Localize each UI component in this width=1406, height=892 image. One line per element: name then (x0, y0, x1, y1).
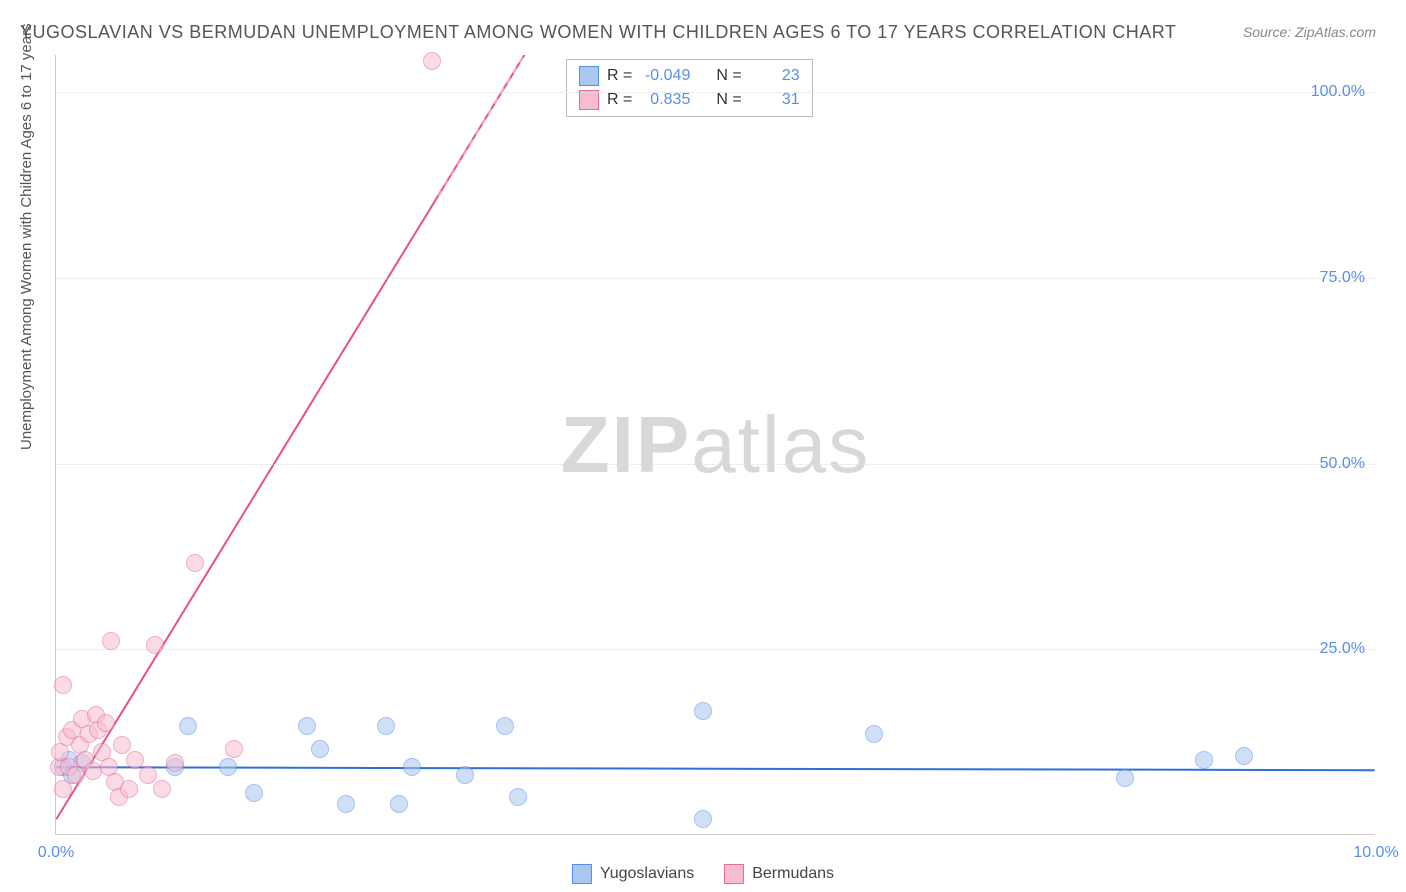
data-point (423, 52, 441, 70)
data-point (509, 788, 527, 806)
data-point (113, 736, 131, 754)
legend-swatch (724, 864, 744, 884)
data-point (54, 780, 72, 798)
trend-line (56, 55, 524, 819)
legend-item: Yugoslavians (572, 864, 694, 884)
source-attribution: Source: ZipAtlas.com (1243, 24, 1376, 40)
trend-line (439, 55, 525, 196)
stat-r-label: R = (607, 91, 632, 109)
data-point (311, 740, 329, 758)
legend-swatch (579, 66, 599, 86)
data-point (225, 740, 243, 758)
data-point (1195, 751, 1213, 769)
data-point (126, 751, 144, 769)
legend-label: Yugoslavians (600, 865, 694, 883)
y-axis-label: Unemployment Among Women with Children A… (18, 23, 35, 450)
data-point (139, 766, 157, 784)
x-tick-label: 10.0% (1353, 844, 1398, 862)
data-point (1116, 769, 1134, 787)
x-tick-label: 0.0% (38, 844, 74, 862)
data-point (245, 784, 263, 802)
legend-item: Bermudans (724, 864, 834, 884)
data-point (120, 780, 138, 798)
stat-n-label: N = (716, 67, 741, 85)
data-point (298, 717, 316, 735)
series-legend: Yugoslavians Bermudans (572, 864, 834, 884)
chart-title: YUGOSLAVIAN VS BERMUDAN UNEMPLOYMENT AMO… (20, 22, 1176, 43)
scatter-plot-area: ZIPatlas R = -0.049 N = 23 R = 0.835 N = 31 25.… (55, 55, 1375, 835)
trend-line (56, 767, 1374, 770)
data-point (54, 676, 72, 694)
data-point (694, 810, 712, 828)
stat-r-label: R = (607, 67, 632, 85)
data-point (166, 754, 184, 772)
y-tick-label: 100.0% (1311, 83, 1365, 101)
gridline (56, 92, 1375, 93)
stats-row: R = -0.049 N = 23 (579, 64, 800, 88)
data-point (337, 795, 355, 813)
data-point (219, 758, 237, 776)
data-point (153, 780, 171, 798)
y-tick-label: 50.0% (1320, 455, 1365, 473)
gridline (56, 649, 1375, 650)
data-point (694, 702, 712, 720)
stat-r-value: 0.835 (640, 91, 690, 109)
data-point (179, 717, 197, 735)
data-point (456, 766, 474, 784)
correlation-stats-legend: R = -0.049 N = 23 R = 0.835 N = 31 (566, 59, 813, 117)
data-point (377, 717, 395, 735)
watermark: ZIPatlas (561, 399, 870, 491)
legend-swatch (572, 864, 592, 884)
data-point (146, 636, 164, 654)
stat-n-value: 23 (750, 67, 800, 85)
stat-n-label: N = (716, 91, 741, 109)
trend-lines-layer (56, 55, 1375, 834)
data-point (97, 714, 115, 732)
data-point (186, 554, 204, 572)
gridline (56, 278, 1375, 279)
data-point (390, 795, 408, 813)
data-point (496, 717, 514, 735)
gridline (56, 464, 1375, 465)
data-point (102, 632, 120, 650)
data-point (865, 725, 883, 743)
y-tick-label: 25.0% (1320, 640, 1365, 658)
stat-r-value: -0.049 (640, 67, 690, 85)
data-point (403, 758, 421, 776)
stat-n-value: 31 (750, 91, 800, 109)
data-point (1235, 747, 1253, 765)
y-tick-label: 75.0% (1320, 269, 1365, 287)
legend-label: Bermudans (752, 865, 834, 883)
